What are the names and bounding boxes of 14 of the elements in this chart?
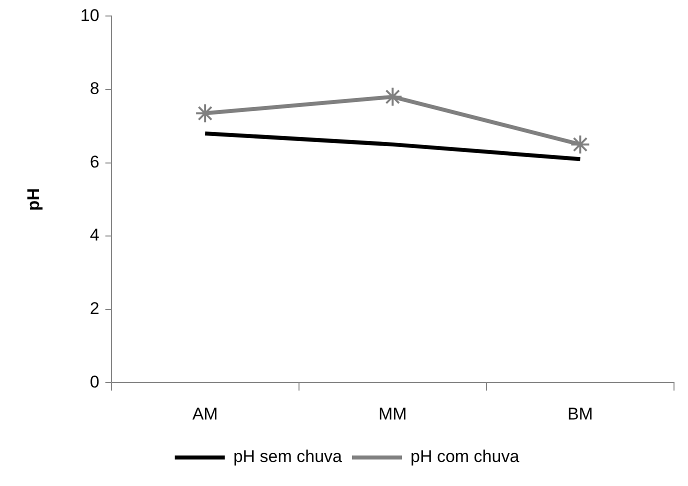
point bbox=[382, 86, 403, 107]
y-tick-label: 8 bbox=[90, 79, 100, 98]
x-tick-label: MM bbox=[378, 404, 407, 424]
y-tick-label: 10 bbox=[80, 6, 100, 25]
y-tick-label: 2 bbox=[90, 299, 100, 318]
y-axis-title: pH bbox=[24, 188, 43, 211]
point bbox=[570, 134, 590, 154]
legend-label: pH com chuva bbox=[410, 447, 520, 466]
y-tick-label: 0 bbox=[90, 372, 100, 392]
legend-label: pH sem chuva bbox=[233, 447, 343, 466]
x-tick-label: BM bbox=[567, 404, 593, 424]
x-tick-label: AM bbox=[192, 404, 218, 424]
y-tick-label: 4 bbox=[90, 226, 100, 245]
y-tick-label: 6 bbox=[90, 152, 100, 172]
